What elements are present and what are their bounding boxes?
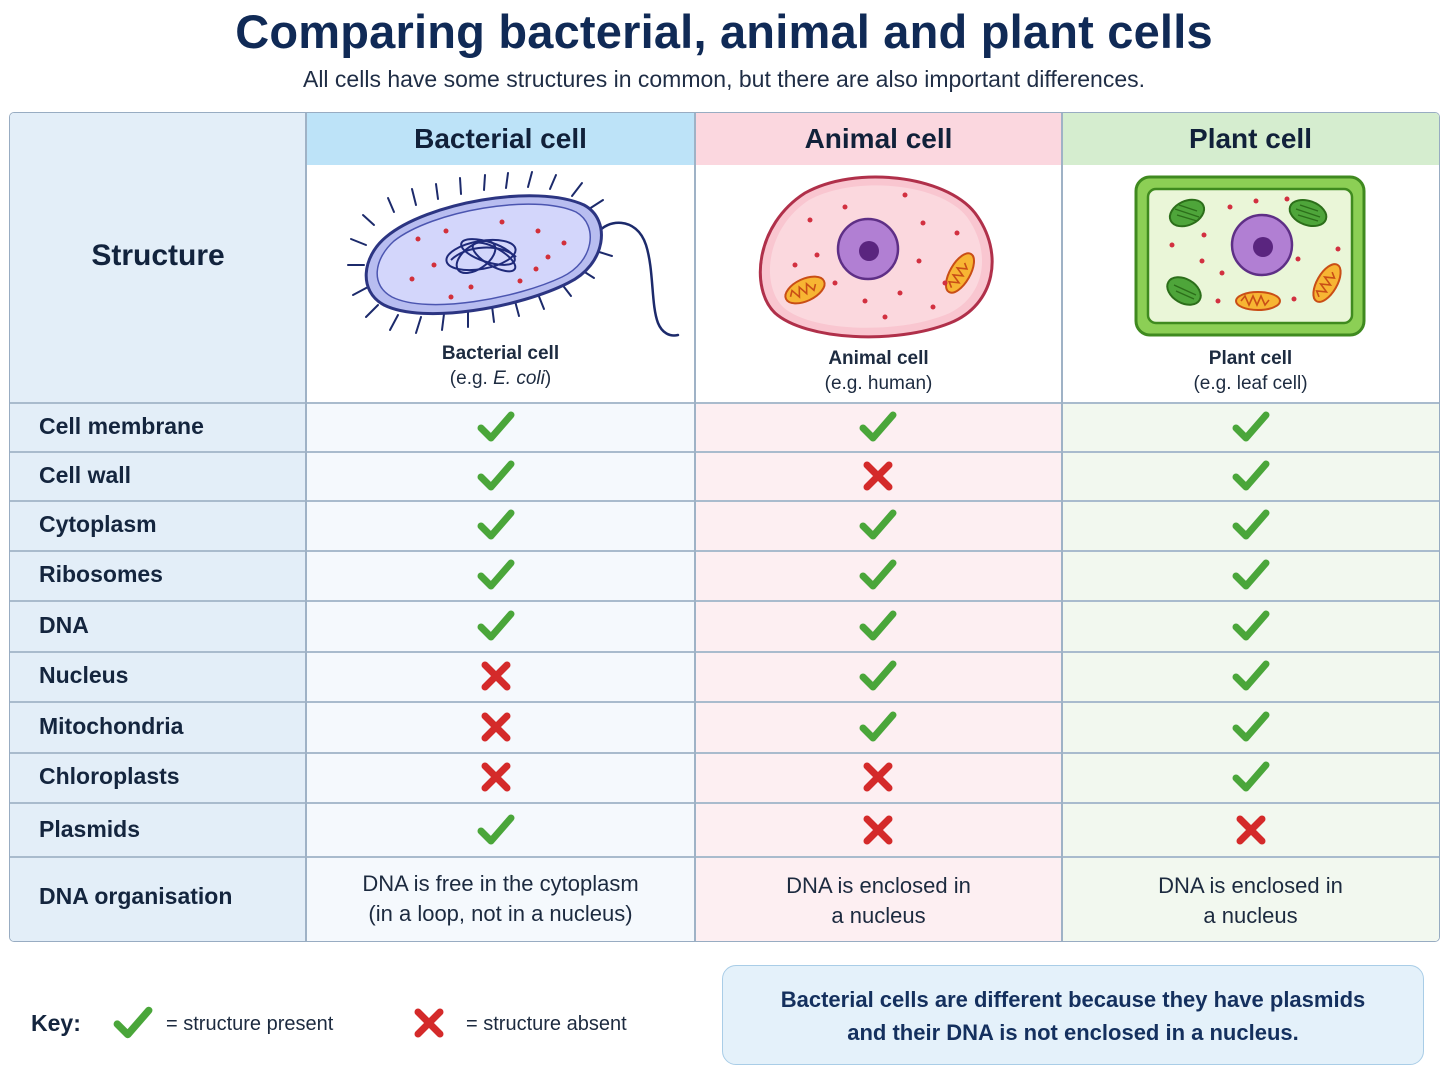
bacterial-caption-example-species: E. coli <box>493 368 545 389</box>
row-divider <box>10 451 1439 453</box>
row-label: Cell membrane <box>39 412 204 439</box>
row-label: Nucleus <box>39 662 129 688</box>
row-divider <box>10 402 1439 404</box>
column-divider <box>1061 113 1063 941</box>
plant-cross-icon <box>1236 815 1266 844</box>
plant-check-icon <box>1232 411 1270 441</box>
animal-check-icon <box>859 559 897 590</box>
plant-check-icon <box>1232 559 1270 590</box>
plant-caption-name: Plant cell <box>1208 348 1293 369</box>
row-divider <box>10 856 1439 858</box>
plant-check-icon <box>1232 660 1270 691</box>
plant-check-icon <box>1232 761 1270 792</box>
animal-check-icon <box>859 660 897 691</box>
dna-organisation-plant-line-2: a nucleus <box>1203 903 1298 928</box>
plant-caption-example: (e.g. leaf cell) <box>1193 373 1308 394</box>
bacterial-caption: Bacterial cell (e.g. E. coli) <box>306 341 695 391</box>
column-divider <box>305 113 307 941</box>
bacterial-check-icon <box>477 509 515 540</box>
key-check-icon <box>113 1006 153 1039</box>
dna-organisation-bacterial-line-1: DNA is free in the cytoplasm <box>362 871 639 896</box>
bacterial-caption-example-prefix: (e.g. <box>449 368 494 389</box>
bacterial-check-icon <box>477 460 515 490</box>
plant-check-icon <box>1232 509 1270 540</box>
bacterial-check-icon <box>477 411 515 441</box>
animal-image-cell <box>695 165 1062 402</box>
plant-check-icon <box>1232 610 1270 640</box>
bacterial-caption-example-suffix: ) <box>544 368 552 389</box>
plant-check-icon <box>1232 711 1270 741</box>
row-divider <box>10 600 1439 602</box>
row-divider <box>10 651 1439 653</box>
row-label: DNA <box>39 611 89 638</box>
dna-organisation-animal: DNA is enclosed in a nucleus <box>695 871 1062 931</box>
plant-image-cell <box>1062 165 1439 402</box>
dna-organisation-label: DNA organisation <box>39 883 233 909</box>
row-divider <box>10 701 1439 703</box>
dna-organisation-animal-line-2: a nucleus <box>831 903 926 928</box>
animal-caption: Animal cell (e.g. human) <box>695 346 1062 396</box>
animal-caption-example: (e.g. human) <box>824 373 933 394</box>
key-label: Key: <box>31 1010 81 1036</box>
key-present-text: = structure present <box>166 1013 334 1035</box>
row-divider <box>10 802 1439 804</box>
row-label: Ribosomes <box>39 561 163 587</box>
column-divider <box>694 113 696 941</box>
bacterial-image-cell <box>306 165 695 402</box>
row-label: Chloroplasts <box>39 763 180 789</box>
summary-note-line-2: and their DNA is not enclosed in a nucle… <box>847 1020 1299 1045</box>
key-cross-icon <box>414 1008 444 1038</box>
bacterial-check-icon <box>477 559 515 590</box>
summary-note: Bacterial cells are different because th… <box>722 965 1424 1065</box>
bacterial-caption-name: Bacterial cell <box>441 343 560 364</box>
animal-caption-name: Animal cell <box>828 348 929 369</box>
animal-check-icon <box>859 509 897 540</box>
bacterial-check-icon <box>477 814 515 844</box>
structure-column-header: Structure <box>91 239 225 272</box>
animal-cross-icon <box>863 461 893 490</box>
row-label: Cytoplasm <box>39 511 157 537</box>
page-title: Comparing bacterial, animal and plant ce… <box>235 5 1213 58</box>
row-divider <box>10 500 1439 502</box>
dna-organisation-bacterial-line-2: (in a loop, not in a nucleus) <box>368 901 633 926</box>
bacterial-cross-icon <box>481 712 511 741</box>
bacterial-check-icon <box>477 610 515 640</box>
plant-caption: Plant cell (e.g. leaf cell) <box>1062 346 1439 396</box>
dna-organisation-animal-line-1: DNA is enclosed in <box>786 873 971 898</box>
dna-organisation-bacterial: DNA is free in the cytoplasm (in a loop,… <box>306 869 695 929</box>
comparison-table: Bacterial cell Animal cell Plant cell <box>9 112 1440 942</box>
row-label: Plasmids <box>39 815 140 842</box>
animal-column-header: Animal cell <box>695 113 1062 165</box>
page-subtitle: All cells have some structures in common… <box>302 66 1145 92</box>
row-label: Mitochondria <box>39 712 184 739</box>
animal-check-icon <box>859 711 897 741</box>
dna-organisation-plant-line-1: DNA is enclosed in <box>1158 873 1343 898</box>
plant-cell-illustration <box>1134 175 1366 337</box>
plant-column-header: Plant cell <box>1062 113 1439 165</box>
bacterial-cell-illustration <box>347 171 680 337</box>
row-divider <box>10 550 1439 552</box>
bacterial-column-header: Bacterial cell <box>306 113 695 165</box>
dna-organisation-plant: DNA is enclosed in a nucleus <box>1062 871 1439 931</box>
bacterial-cross-icon <box>481 661 511 691</box>
row-label: Cell wall <box>39 461 132 488</box>
animal-cross-icon <box>863 815 893 844</box>
animal-check-icon <box>859 411 897 441</box>
animal-cell-illustration <box>758 175 994 339</box>
key-absent-text: = structure absent <box>466 1013 627 1035</box>
row-divider <box>10 752 1439 754</box>
animal-check-icon <box>859 610 897 640</box>
bacterial-cross-icon <box>481 762 511 792</box>
summary-note-line-1: Bacterial cells are different because th… <box>780 987 1366 1012</box>
animal-cross-icon <box>863 762 893 792</box>
plant-check-icon <box>1232 460 1270 490</box>
